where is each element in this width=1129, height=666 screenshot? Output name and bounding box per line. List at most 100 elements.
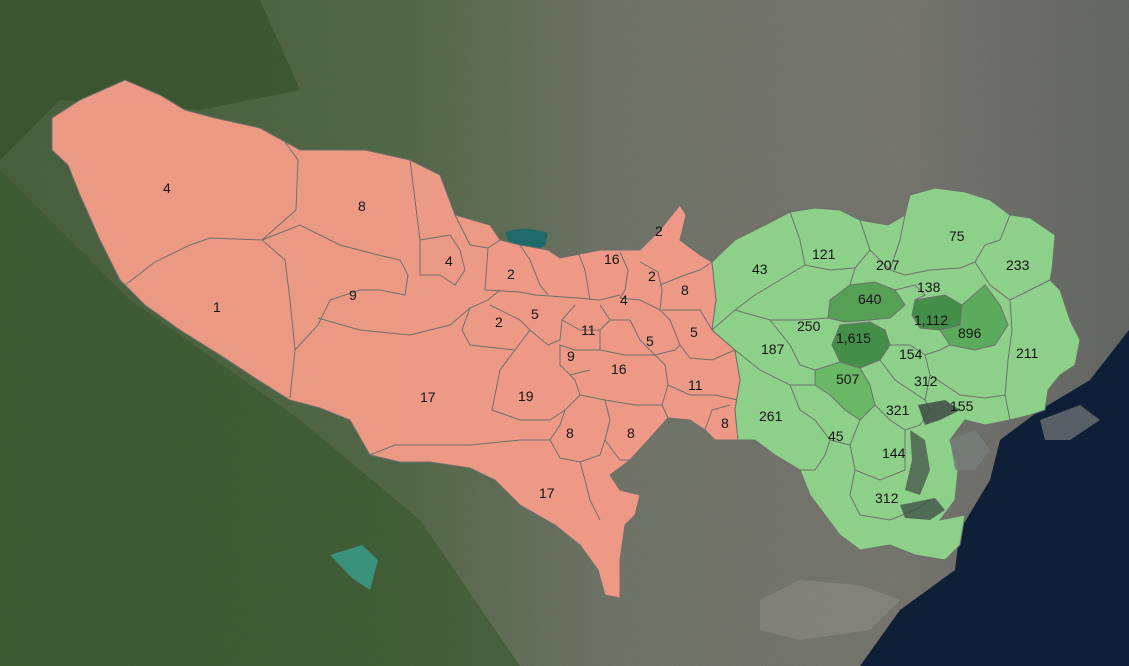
region-value-label: 19 [518,388,534,404]
region-value-label: 1,112 [914,312,948,328]
boundary [879,359,931,401]
region-value-label: 2 [648,268,656,284]
region-labels: 4 8 1 9 17 17 4 2 16 2 2 8 4 5 2 11 5 5 … [163,180,1039,506]
boundary [667,384,739,401]
region-value-label: 8 [627,425,635,441]
boundary [549,399,611,463]
region-value-label: 4 [620,292,628,308]
region-value-label: 4 [445,253,453,269]
region-value-label: 261 [759,408,783,424]
region-value-label: 138 [917,279,941,295]
forest-south [0,170,520,666]
region-value-label: 1 [213,299,221,315]
landfill-east [1040,405,1100,440]
region-value-label: 155 [950,398,974,414]
boundary [519,244,549,296]
pier [918,400,960,425]
boundary [124,141,299,286]
region-value-label: 5 [690,324,698,340]
boundary [894,284,926,301]
region-value-label: 17 [539,485,555,501]
region-value-label: 187 [761,341,785,357]
region-value-label: 154 [899,346,923,362]
region-value-label: 896 [958,325,982,341]
region-shape[interactable] [711,187,1081,561]
eastern-area [711,187,1081,561]
landfill [760,580,900,640]
region-value-label: 17 [420,389,436,405]
region-value-label: 5 [646,333,654,349]
region-value-label: 211 [1016,345,1039,361]
region-shape[interactable] [51,79,741,599]
region-value-label: 11 [581,322,596,338]
reservoir-south [330,545,378,590]
boundary [1004,299,1013,421]
boundary [579,394,669,419]
region-shape[interactable] [814,361,876,421]
boundary [577,251,591,301]
boundary [889,214,906,271]
region-value-label: 233 [1006,257,1030,273]
region-shape[interactable] [827,281,906,323]
boundary [659,261,713,286]
region-value-label: 144 [882,445,906,461]
boundary [261,224,409,351]
boundary [734,309,829,321]
boundary [869,239,1001,276]
boundary [599,349,669,406]
boundary [849,430,906,481]
boundary [369,409,566,456]
region-value-label: 9 [349,287,357,303]
region-value-label: 8 [681,282,689,298]
region-value-label: 507 [836,371,860,387]
boundary [454,214,501,249]
region-value-label: 16 [604,251,620,267]
region-value-label: 121 [812,246,836,262]
boundary [604,439,630,461]
boundary [261,239,296,399]
boundary [491,349,581,421]
region-value-label: 2 [655,223,663,239]
region-value-label: 207 [876,257,900,273]
boundary [679,344,736,361]
western-area [51,79,741,599]
boundary [849,267,856,286]
region-value-label: 8 [358,198,366,214]
boundary [734,349,815,386]
boundary [317,289,501,336]
region-value-label: 8 [566,425,574,441]
pier [900,498,945,520]
boundary [484,247,621,301]
boundary [924,354,1006,399]
pier [905,430,930,495]
region-value-label: 2 [495,314,503,330]
boundary [579,461,601,521]
boundary [619,251,663,311]
region-value-label: 312 [914,373,938,389]
boundary [769,319,816,371]
region-value-label: 43 [752,261,768,277]
region-value-label: 4 [163,180,171,196]
boundary [662,309,713,331]
pier [950,430,990,470]
region-value-label: 2 [507,266,515,282]
boundary [999,214,1011,241]
region-shape[interactable] [939,284,1009,351]
region-value-label: 640 [858,291,882,307]
boundary [704,404,731,431]
boundary [529,304,576,346]
boundary [409,159,421,241]
boundary [419,234,466,286]
region-value-label: 9 [567,348,575,364]
region-value-label: 11 [688,377,703,393]
forest-north [0,0,300,160]
region-value-label: 250 [797,318,821,334]
region-value-label: 75 [949,228,965,244]
region-value-label: 312 [875,490,899,506]
region-value-label: 1,615 [836,330,871,346]
region-value-label: 5 [531,306,539,322]
region-value-label: 16 [611,361,627,377]
region-value-label: 8 [721,415,729,431]
